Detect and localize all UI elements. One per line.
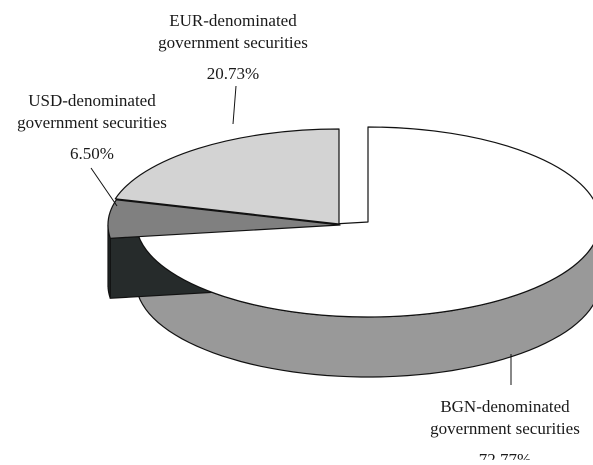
slice-name-label: government securities: [17, 113, 167, 132]
slice-tops-layer: [107, 126, 593, 318]
slice-name-label: USD-denominated: [28, 91, 156, 110]
slice-name-label: BGN-denominated: [440, 397, 570, 416]
slice-label-0: BGN-denominated government securities 72.7…: [430, 397, 580, 465]
slice-top-2: [114, 128, 340, 225]
labels-layer: BGN-denominated government securities 72.7…: [17, 11, 580, 465]
slice-value-label: 6.50%: [70, 144, 114, 163]
slice-name-label: EUR-denominated: [169, 11, 297, 30]
slice-label-1: USD-denominated government securities 6.50…: [17, 91, 167, 163]
slice-name-label: government securities: [430, 419, 580, 438]
leader-lines-layer: [90, 85, 512, 385]
slice-value-label: 72.77%: [479, 450, 531, 460]
slice-value-label: 20.73%: [207, 64, 259, 83]
slice-top-1: [107, 199, 341, 239]
slice-name-label: government securities: [158, 33, 308, 52]
slice-label-2: EUR-denominated government securities 20.7…: [158, 11, 308, 83]
slice-top-0: [137, 126, 593, 318]
leader-line-2: [232, 85, 237, 125]
leader-line-1: [90, 167, 118, 207]
